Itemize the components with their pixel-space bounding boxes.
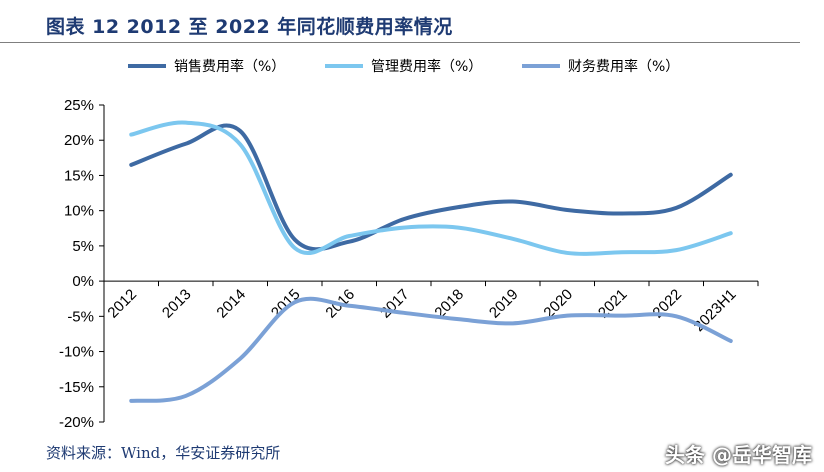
x-tick-label: 2019 xyxy=(486,286,522,322)
y-tick-label: 20% xyxy=(64,132,94,149)
chart-title: 图表 12 2012 至 2022 年同花顺费用率情况 xyxy=(46,16,453,38)
y-tick-label: -10% xyxy=(59,344,94,361)
legend-label: 财务费用率（%） xyxy=(568,58,679,75)
y-tick-label: 25% xyxy=(64,97,94,114)
line-chart: 25% 20% 15% 10% 5% 0% -5% -10% -15% -20% 2012 2013… xyxy=(59,58,759,431)
series-line-2 xyxy=(129,120,733,256)
legend: 销售费用率（%） 管理费用率（%） 财务费用率（%） xyxy=(128,58,679,75)
y-tick-label: -20% xyxy=(59,414,94,431)
legend-label: 销售费用率（%） xyxy=(174,58,285,75)
series-lines xyxy=(129,120,733,403)
x-tick-label: 2017 xyxy=(377,286,413,322)
y-tick-label: -15% xyxy=(59,379,94,396)
y-axis: 25% 20% 15% 10% 5% 0% -5% -10% -15% -20% xyxy=(59,97,105,431)
watermark: 头条 @岳华智库 xyxy=(665,443,812,467)
x-tick-label: 2012 xyxy=(104,286,140,322)
x-tick-label: 2014 xyxy=(213,286,249,322)
x-tick-label: 2015 xyxy=(268,286,304,322)
series-line-3 xyxy=(129,296,733,403)
title-divider xyxy=(0,42,800,43)
series-line-1 xyxy=(129,123,733,252)
y-tick-label: 0% xyxy=(72,273,94,290)
y-tick-label: -5% xyxy=(67,308,94,325)
legend-label: 管理费用率（%） xyxy=(371,58,482,75)
y-tick-label: 10% xyxy=(64,203,94,220)
y-tick-label: 5% xyxy=(72,238,94,255)
source-note: 资料来源：Wind，华安证券研究所 xyxy=(46,444,281,462)
y-tick-label: 15% xyxy=(64,167,94,184)
x-tick-label: 2013 xyxy=(159,286,195,322)
x-axis: 2012 2013 2014 2015 2016 2017 2018 2019 2020 2021… xyxy=(103,280,759,335)
x-tick-label: 2023H1 xyxy=(690,286,739,335)
